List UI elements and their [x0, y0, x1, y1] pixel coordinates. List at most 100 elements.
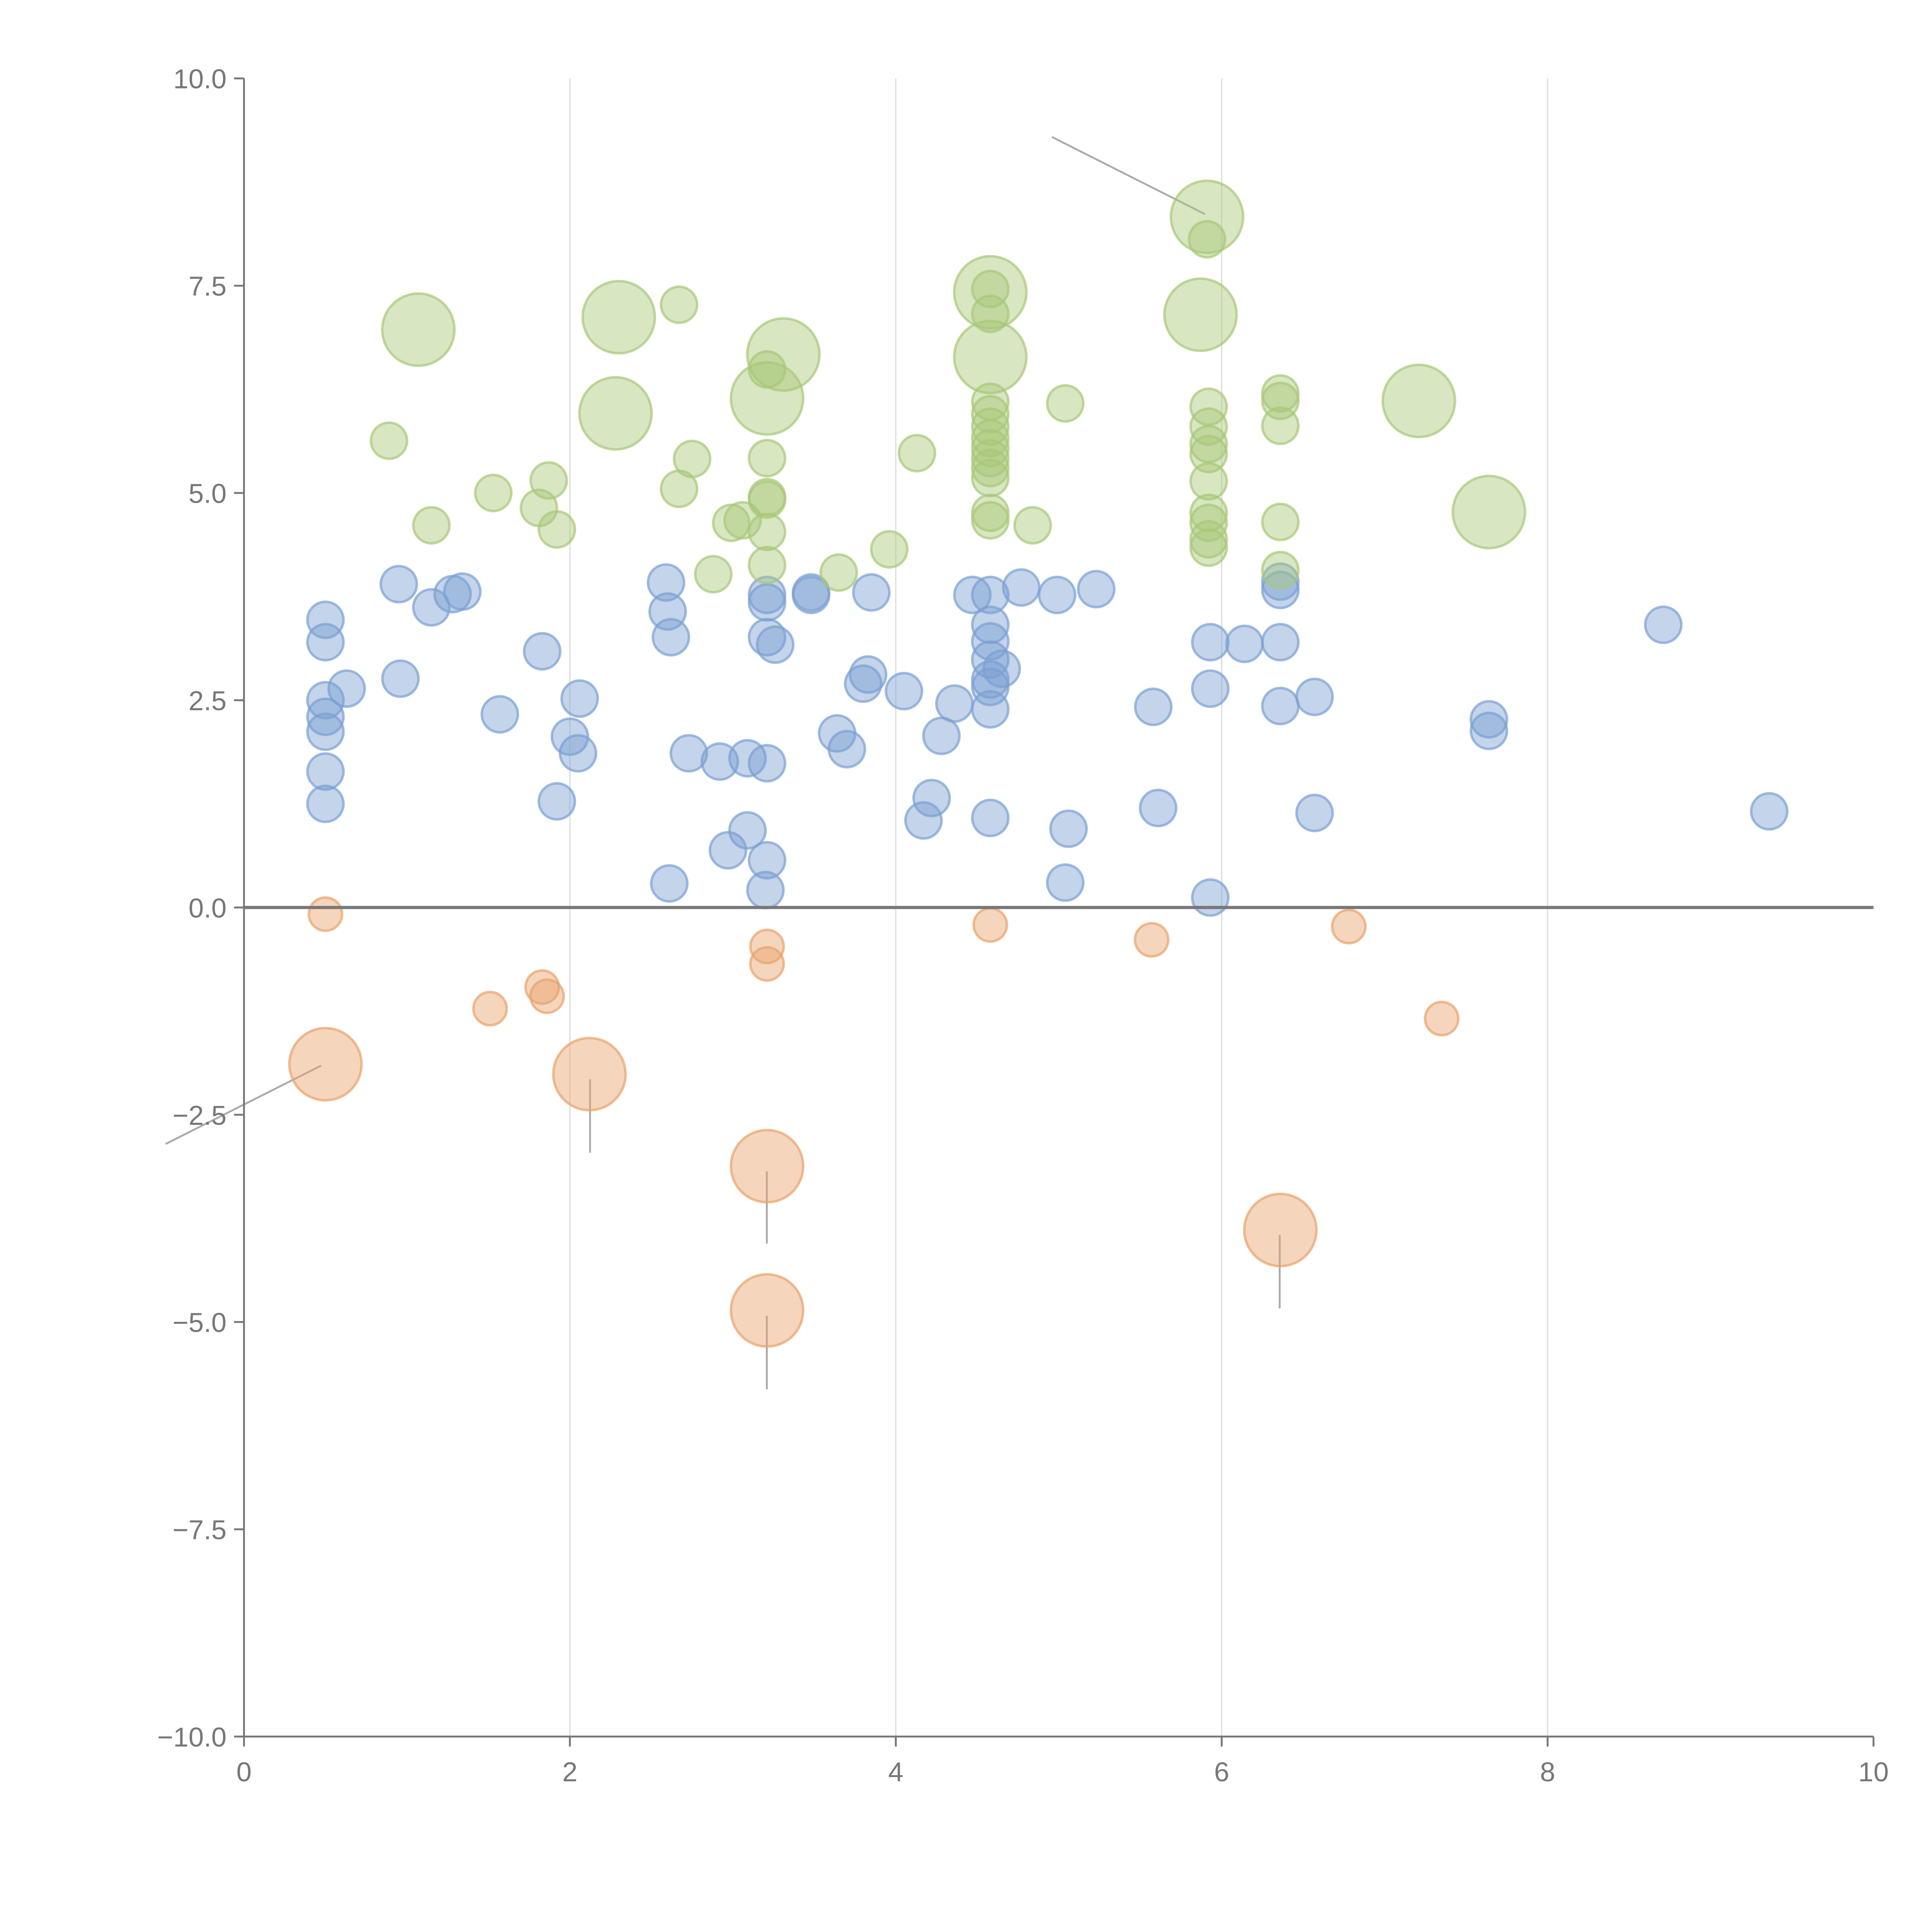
- data-point-green: [971, 501, 1010, 540]
- data-point-blue: [306, 752, 345, 791]
- data-point-blue: [306, 697, 345, 736]
- y-tick-label: −2.5: [172, 1100, 226, 1131]
- data-point-blue: [982, 649, 1021, 688]
- data-point-blue: [537, 782, 577, 821]
- data-point-blue: [1295, 677, 1334, 716]
- data-point-blue: [971, 667, 1010, 706]
- data-point-green: [748, 439, 787, 478]
- data-point-green: [1451, 474, 1526, 549]
- data-point-blue: [728, 811, 767, 850]
- data-point-blue: [852, 573, 891, 612]
- data-point-blue: [412, 588, 451, 627]
- data-point-green: [381, 292, 456, 367]
- data-point-blue: [306, 681, 345, 720]
- data-point-blue: [443, 572, 482, 611]
- data-point-green: [748, 350, 787, 389]
- y-tick-label: −10.0: [157, 1722, 226, 1753]
- data-point-blue: [1261, 562, 1300, 601]
- data-point-orange: [749, 946, 785, 982]
- data-point-green: [712, 503, 751, 542]
- data-point-blue: [748, 583, 787, 622]
- data-point-green: [971, 419, 1010, 458]
- data-point-blue: [1644, 605, 1683, 644]
- data-point-green: [971, 407, 1010, 446]
- data-point-green: [412, 506, 451, 545]
- data-point-blue: [1191, 669, 1230, 708]
- data-point-green: [1189, 520, 1228, 559]
- data-point-blue: [650, 864, 689, 903]
- data-point-blue: [523, 632, 562, 671]
- data-point-green: [1187, 220, 1226, 259]
- data-point-blue: [904, 801, 943, 840]
- data-point-blue: [849, 655, 888, 694]
- data-point-blue: [746, 871, 785, 910]
- data-point-orange: [1243, 1192, 1318, 1267]
- data-point-blue: [971, 605, 1010, 644]
- data-point-green: [971, 429, 1010, 468]
- data-point-green: [1189, 434, 1228, 473]
- points: [288, 179, 1789, 1348]
- data-point-blue: [306, 712, 345, 751]
- data-point-blue: [971, 575, 1010, 614]
- data-point-green: [971, 439, 1010, 478]
- data-point-green: [898, 434, 937, 473]
- data-point-green: [578, 376, 653, 451]
- data-point-green: [1261, 502, 1300, 541]
- data-point-green: [971, 459, 1010, 498]
- y-tick-label: −5.0: [172, 1308, 226, 1338]
- data-point-blue: [1469, 711, 1509, 750]
- data-point-blue: [748, 744, 787, 783]
- data-point-orange: [1423, 1000, 1460, 1037]
- data-point-orange: [472, 991, 508, 1027]
- data-point-orange: [730, 1129, 804, 1204]
- data-point-green: [971, 449, 1010, 488]
- data-point-blue: [922, 716, 961, 755]
- data-point-blue: [708, 831, 747, 870]
- data-point-blue: [1295, 794, 1334, 832]
- data-point-blue: [1046, 863, 1085, 902]
- data-point-orange: [529, 978, 565, 1014]
- data-point-blue: [1750, 792, 1789, 831]
- data-point-blue: [935, 684, 974, 723]
- y-tick-label: 0.0: [189, 893, 227, 923]
- data-point-blue: [1261, 687, 1300, 726]
- data-point-orange: [972, 907, 1009, 943]
- data-point-blue: [306, 600, 345, 639]
- data-point-blue: [1037, 575, 1077, 614]
- data-point-green: [673, 439, 712, 478]
- data-point-green: [746, 317, 821, 392]
- data-point-blue: [971, 690, 1010, 729]
- data-point-blue: [1191, 878, 1230, 917]
- data-point-green: [748, 480, 787, 519]
- data-point-green: [694, 555, 733, 594]
- callout-line: [1051, 136, 1206, 215]
- data-point-blue: [971, 798, 1010, 837]
- data-point-green: [369, 421, 408, 460]
- data-point-green: [971, 294, 1010, 333]
- data-point-blue: [1002, 568, 1041, 607]
- data-point-orange: [308, 896, 344, 932]
- data-point-green: [1261, 406, 1300, 445]
- x-tick-label: 4: [888, 1757, 903, 1787]
- data-point-green: [1381, 363, 1456, 439]
- data-point-orange: [1134, 922, 1170, 958]
- data-point-blue: [792, 575, 830, 614]
- data-point-green: [537, 510, 577, 549]
- data-point-green: [748, 512, 787, 551]
- data-point-blue: [1139, 789, 1178, 828]
- data-point-blue: [1134, 687, 1173, 726]
- data-point-blue: [379, 565, 418, 604]
- y-tick-label: 2.5: [189, 686, 227, 716]
- data-point-blue: [669, 734, 708, 773]
- data-point-green: [870, 530, 909, 569]
- data-point-green: [1189, 462, 1228, 501]
- data-point-blue: [827, 730, 866, 769]
- x-tick-label: 10: [1858, 1757, 1889, 1787]
- axes: 0 2 4 6 8 10 10.0 7.5 5.0 2.5 0.0 −2.5 −5.0 −7.5 −10.0: [157, 64, 1889, 1787]
- y-tick-label: 10.0: [173, 64, 226, 95]
- data-point-green: [529, 461, 568, 500]
- data-point-orange: [288, 1027, 363, 1102]
- data-point-blue: [1191, 623, 1230, 662]
- data-point-green: [474, 473, 513, 512]
